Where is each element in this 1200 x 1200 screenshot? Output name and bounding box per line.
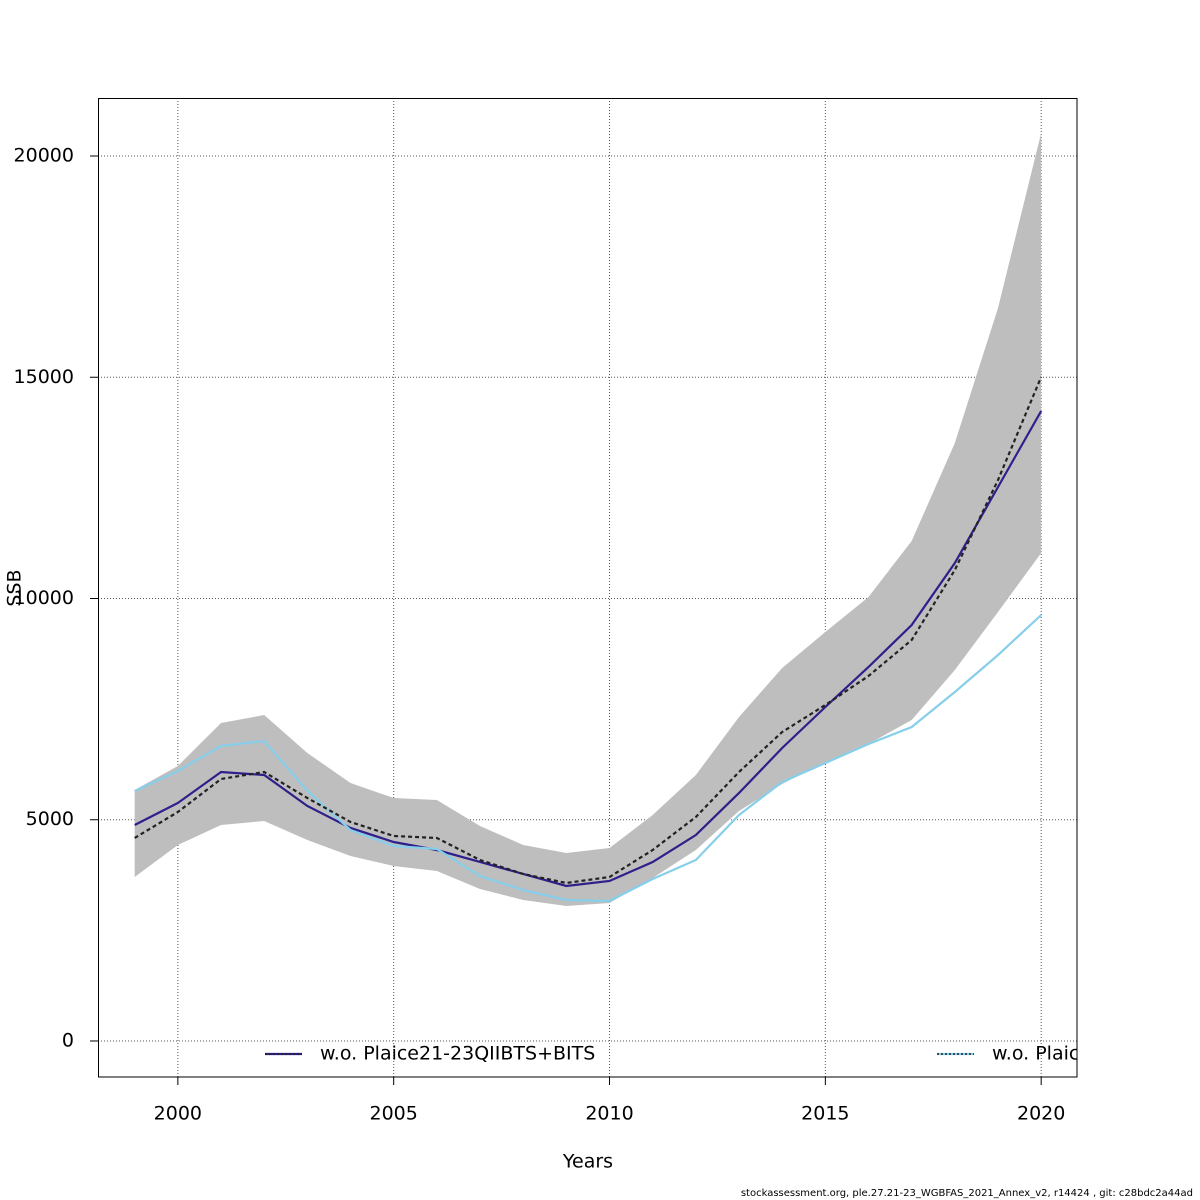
y-tick-label: 0 <box>62 1029 74 1051</box>
y-tick-label: 15000 <box>14 366 74 388</box>
series-line <box>134 410 1043 888</box>
y-tick-label: 5000 <box>26 808 74 830</box>
x-tick-label: 2015 <box>801 1103 849 1125</box>
axes: 2000 2005 2010 2015 2020 0 5000 10000 15000 20000 <box>14 145 1066 1125</box>
x-tick-label: 2010 <box>585 1103 633 1125</box>
grid <box>98 98 1077 1077</box>
legend-label: w.o. Plaic <box>992 1043 1079 1065</box>
x-tick-label: 2000 <box>154 1103 202 1125</box>
series-line <box>134 614 1042 903</box>
y-tick-label: 10000 <box>14 587 74 609</box>
base-line <box>134 376 1043 885</box>
plot: w.o. Plaice21-23QIIBTS+BITS w.o. Plaic <box>134 133 1079 1065</box>
x-tick-label: 2020 <box>1017 1103 1065 1125</box>
x-axis-title: Years <box>562 1151 613 1173</box>
x-tick-label: 2005 <box>370 1103 418 1125</box>
plot-frame <box>98 98 1078 1078</box>
y-axis-title: SSB <box>4 569 26 606</box>
confidence-band <box>134 133 1042 906</box>
y-tick-label: 20000 <box>14 145 74 167</box>
footer: stockassessment.org, ple.27.21-23_WGBFAS… <box>741 1188 1193 1199</box>
legend-label: w.o. Plaice21-23QIIBTS+BITS <box>320 1043 595 1065</box>
